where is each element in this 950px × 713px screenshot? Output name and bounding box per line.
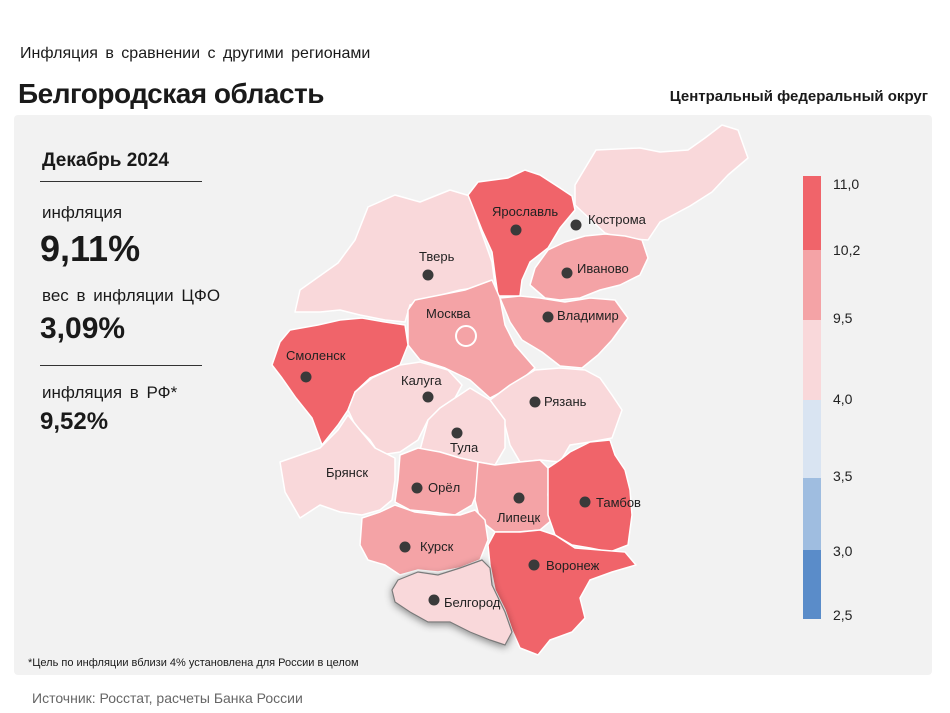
legend-tick: 2,5	[833, 607, 853, 623]
legend-tick: 3,0	[833, 543, 853, 559]
rf-inflation-value: 9,52%	[40, 408, 109, 435]
city-marker-ivanovo	[561, 267, 573, 279]
page-subtitle: Инфляция в сравнении с другими регионами	[20, 45, 371, 62]
city-marker-tambov	[579, 496, 591, 508]
city-marker-lipetsk	[513, 492, 525, 504]
legend-scale	[803, 176, 821, 619]
city-marker-kostroma	[570, 219, 582, 231]
city-label-tula: Тула	[450, 440, 479, 455]
legend-band-low2	[803, 478, 821, 550]
city-marker-ryazan	[529, 396, 541, 408]
region-kursk	[359, 504, 489, 576]
region-belgorod	[391, 559, 513, 646]
city-marker-tula	[451, 427, 463, 439]
region-yaroslavl	[467, 169, 576, 297]
rf-inflation-label: инфляция в РФ*	[42, 383, 178, 402]
city-marker-tver	[422, 269, 434, 281]
legend-band-low1	[803, 400, 821, 478]
legend-tick: 11,0	[833, 176, 859, 192]
city-label-voronezh: Воронеж	[546, 558, 600, 573]
city-label-smolensk: Смоленск	[286, 348, 346, 363]
source-note: Источник: Росстат, расчеты Банка России	[32, 690, 303, 706]
city-marker-belgorod	[428, 594, 440, 606]
weight-label: вес в инфляции ЦФО	[42, 286, 221, 305]
city-marker-moskva	[455, 325, 477, 347]
legend-band-low3	[803, 550, 821, 619]
inflation-label: инфляция	[42, 203, 123, 222]
legend-band-high	[803, 176, 821, 250]
city-marker-smolensk	[300, 371, 312, 383]
city-marker-kursk	[399, 541, 411, 553]
city-marker-kaluga	[422, 391, 434, 403]
legend-tick: 10,2	[833, 242, 860, 258]
city-label-moskva: Москва	[426, 306, 471, 321]
city-label-tver: Тверь	[419, 249, 455, 264]
period-label: Декабрь 2024	[42, 150, 169, 171]
divider-bottom	[40, 365, 202, 366]
city-label-orel: Орёл	[428, 480, 460, 495]
city-label-belgorod: Белгород	[444, 595, 501, 610]
city-label-ryazan: Рязань	[544, 394, 587, 409]
region-tver	[294, 189, 496, 323]
divider-top	[40, 181, 202, 182]
legend-tick: 3,5	[833, 468, 853, 484]
city-label-bryansk: Брянск	[326, 465, 368, 480]
city-marker-yaroslavl	[510, 224, 522, 236]
legend-tick: 4,0	[833, 391, 853, 407]
region-bryansk	[279, 414, 396, 519]
district-label: Центральный федеральный округ	[669, 88, 928, 105]
region-ivanovo	[529, 233, 649, 301]
city-marker-orel	[411, 482, 423, 494]
city-label-kostroma: Кострома	[588, 212, 647, 227]
city-marker-vladimir	[542, 311, 554, 323]
region-voronezh	[487, 529, 637, 656]
city-label-kaluga: Калуга	[401, 373, 442, 388]
legend-band-mid-high	[803, 250, 821, 320]
city-label-lipetsk: Липецк	[497, 510, 541, 525]
weight-value: 3,09%	[40, 312, 126, 345]
page-title: Белгородская область	[18, 78, 324, 109]
region-moskva	[407, 279, 536, 399]
inflation-value: 9,11%	[40, 228, 141, 269]
region-smolensk	[271, 317, 409, 446]
region-orel	[394, 447, 481, 516]
city-label-ivanovo: Иваново	[577, 261, 629, 276]
city-label-yaroslavl: Ярославль	[492, 204, 558, 219]
city-label-kursk: Курск	[420, 539, 454, 554]
city-label-tambov: Тамбов	[596, 495, 641, 510]
region-vladimir	[499, 295, 629, 369]
legend-tick: 9,5	[833, 310, 853, 326]
region-tambov	[547, 439, 633, 553]
legend-band-mid	[803, 320, 821, 400]
footnote: *Цель по инфляции вблизи 4% установлена …	[28, 657, 359, 669]
region-ryazan	[489, 367, 623, 463]
city-label-vladimir: Владимир	[557, 308, 619, 323]
city-marker-voronezh	[528, 559, 540, 571]
